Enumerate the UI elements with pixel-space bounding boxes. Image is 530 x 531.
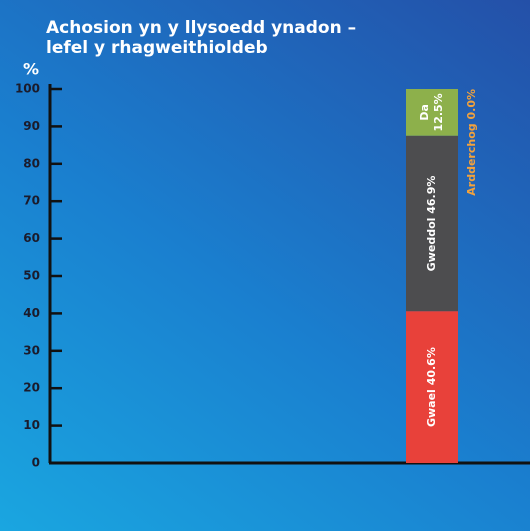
segment-label: Da12.5% xyxy=(418,93,445,131)
y-axis-label: % xyxy=(23,60,39,79)
series-name: Gweddol xyxy=(425,218,438,272)
series-name: Da xyxy=(418,104,431,121)
value-label: 0.0% xyxy=(465,89,478,120)
bar-segment xyxy=(406,135,458,312)
y-tick-label: 0 xyxy=(32,456,40,470)
y-tick-label: 20 xyxy=(23,381,40,395)
y-tick-label: 10 xyxy=(23,418,40,432)
value-label: 40.6% xyxy=(425,347,438,385)
y-tick-label: 30 xyxy=(23,343,40,357)
chart-title: Achosion yn y llysoedd ynadon – lefel y … xyxy=(46,18,357,58)
bar-segment xyxy=(406,311,458,463)
y-tick-label: 100 xyxy=(15,82,40,96)
y-tick-label: 40 xyxy=(23,306,40,320)
y-tick-label: 50 xyxy=(23,269,40,283)
segment-label: Gweddol 46.9% xyxy=(425,176,438,272)
y-tick-label: 60 xyxy=(23,231,40,245)
series-name: Gwael xyxy=(425,389,438,427)
segment-label: Ardderchog 0.0% xyxy=(465,89,478,196)
series-name: Ardderchog xyxy=(465,123,478,195)
segment-label: Gwael 40.6% xyxy=(425,347,438,427)
value-label: 12.5% xyxy=(432,93,445,131)
y-tick-label: 80 xyxy=(23,156,40,170)
y-tick-label: 90 xyxy=(23,119,40,133)
bar-segment xyxy=(406,89,458,136)
y-tick-label: 70 xyxy=(23,194,40,208)
value-label: 46.9% xyxy=(425,176,438,214)
